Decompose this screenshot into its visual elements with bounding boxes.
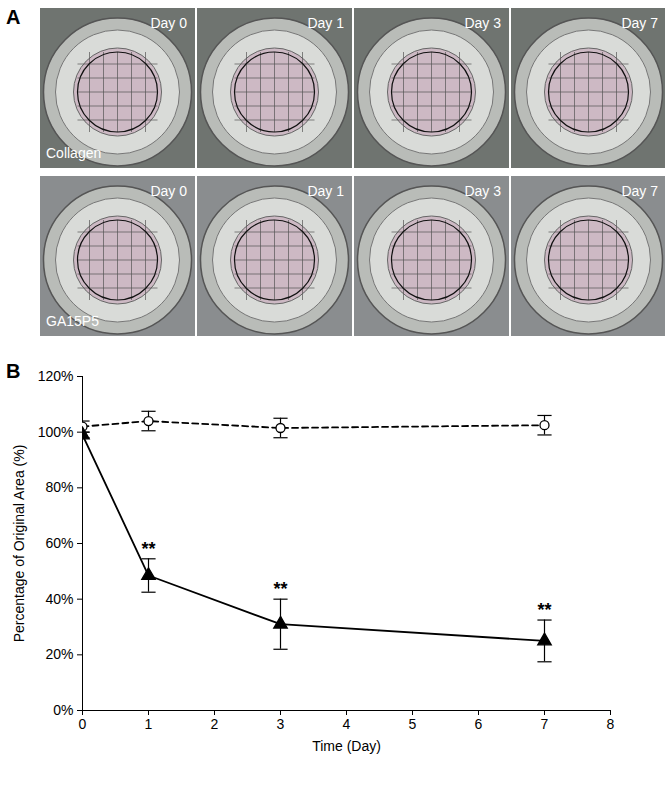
- svg-text:2: 2: [211, 716, 219, 732]
- svg-text:Day 1: Day 1: [307, 15, 344, 31]
- svg-text:5: 5: [409, 716, 417, 732]
- svg-text:4: 4: [343, 716, 351, 732]
- svg-text:7: 7: [541, 716, 549, 732]
- svg-text:3: 3: [277, 716, 285, 732]
- svg-text:1: 1: [145, 716, 153, 732]
- svg-text:20%: 20%: [45, 646, 73, 662]
- svg-text:A: A: [6, 6, 20, 28]
- svg-text:Collagen: Collagen: [46, 145, 101, 161]
- svg-text:8: 8: [607, 716, 615, 732]
- svg-text:0%: 0%: [53, 702, 73, 718]
- svg-text:120%: 120%: [38, 368, 74, 384]
- svg-text:GA15P5: GA15P5: [46, 313, 99, 329]
- svg-text:100%: 100%: [38, 424, 74, 440]
- svg-text:Day 3: Day 3: [464, 183, 501, 199]
- svg-text:Day 1: Day 1: [307, 183, 344, 199]
- svg-text:0: 0: [79, 716, 87, 732]
- svg-text:Percentage of Original Area (%: Percentage of Original Area (%): [11, 445, 27, 643]
- svg-text:Day 7: Day 7: [621, 183, 658, 199]
- svg-text:Day 0: Day 0: [150, 183, 187, 199]
- svg-text:**: **: [537, 600, 551, 620]
- svg-text:Time (Day): Time (Day): [312, 738, 381, 754]
- html-text:B: B: [6, 360, 21, 382]
- svg-text:**: **: [141, 539, 155, 559]
- svg-text:6: 6: [475, 716, 483, 732]
- svg-text:80%: 80%: [45, 479, 73, 495]
- svg-text:Day 7: Day 7: [621, 15, 658, 31]
- svg-text:60%: 60%: [45, 535, 73, 551]
- svg-text:Day 3: Day 3: [464, 15, 501, 31]
- svg-text:Day 0: Day 0: [150, 15, 187, 31]
- svg-text:40%: 40%: [45, 591, 73, 607]
- svg-text:**: **: [273, 579, 287, 599]
